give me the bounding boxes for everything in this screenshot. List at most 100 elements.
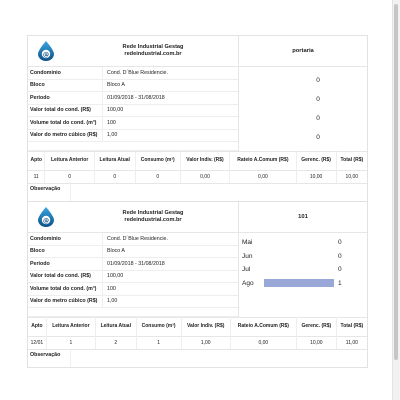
table-cell: 0,00 (229, 170, 297, 183)
field-label: Valor do metro cúbico (R$) (30, 132, 98, 139)
table-header-row: Apto Leitura Anterior Leitura Atual Cons… (28, 151, 367, 171)
company-name: Rede Industrial Gestag (122, 44, 184, 50)
field-label: Bloco (30, 248, 45, 255)
history-row: Jul 0 (242, 263, 364, 277)
column-header: Gerenc. (R$) (296, 317, 337, 337)
field-value: 1,00 (102, 129, 238, 141)
column-header: Total (R$) (336, 151, 367, 171)
field-label: Volume total do cond. (m³) (30, 119, 97, 126)
observation-label: Observação (28, 350, 71, 367)
history-value: 0 (338, 239, 342, 247)
unit-name: portaria (292, 48, 314, 54)
column-header: Valor Indiv. (R$) (180, 151, 231, 171)
column-header: Leitura Anterior (44, 151, 95, 171)
observation-row: Observação (28, 183, 367, 201)
column-header: Valor Indiv. (R$) (181, 317, 231, 337)
company-info: Rede Industrial Gestag redeindustrial.co… (68, 36, 239, 66)
table-cell: 10,00 (336, 170, 367, 183)
receipt-portaria: @ Rede Industrial Gestag redeindustrial.… (27, 35, 368, 202)
field-value: Bloco A (102, 79, 238, 91)
water-drop-logo-icon: @ (38, 207, 54, 227)
observation-value (71, 350, 367, 367)
history-bar (264, 279, 334, 288)
info-fields: Condominio Cond. D´Blue Residencie. Bloco… (28, 233, 239, 317)
history-value: 1 (338, 279, 342, 287)
field-label: Volume total do cond. (m³) (30, 285, 97, 292)
consumption-history: Mai 0 Jun 0 Jul 0 Ago 1 (239, 233, 367, 317)
info-fields: Condominio Cond. D´Blue Residencie. Bloco… (28, 67, 239, 151)
field-value: 01/09/2018 - 31/08/2018 (102, 92, 238, 104)
field-value: 1,00 (102, 295, 238, 307)
field-value: 01/09/2018 - 31/08/2018 (102, 258, 238, 270)
history-values: 0 0 0 0 (239, 67, 367, 151)
column-header: Consumo (m³) (135, 151, 181, 171)
table-cell: 0,00 (180, 170, 231, 183)
field-label: Periodo (30, 94, 50, 101)
column-header: Rateio A.Comum (R$) (230, 317, 297, 337)
field-label: Valor total do cond. (R$) (30, 273, 91, 280)
table-cell: 10,00 (296, 170, 337, 183)
history-value: 0 (338, 252, 342, 260)
column-header: Leitura Atual (94, 151, 136, 171)
history-value: 0 (316, 77, 320, 84)
field-value: 100,00 (102, 104, 238, 116)
column-header: Rateio A.Comum (R$) (229, 151, 297, 171)
field-value: 100 (102, 117, 238, 129)
column-header: Apto (28, 317, 47, 337)
history-month: Mai (242, 239, 253, 247)
field-label: Valor do metro cúbico (R$) (30, 298, 98, 305)
field-value: Bloco A (102, 245, 238, 257)
history-value: 0 (338, 266, 342, 274)
table-cell: 1 (46, 336, 96, 349)
consumption-table: Apto Leitura Anterior Leitura Atual Cons… (28, 317, 367, 349)
field-value: 100 (102, 283, 238, 295)
history-row: Ago 1 (242, 277, 364, 291)
table-cell: 11,00 (336, 336, 367, 349)
field-value: Cond. D´Blue Residencie. (102, 233, 238, 245)
receipt-header: @ Rede Industrial Gestag redeindustrial.… (28, 36, 367, 67)
svg-text:@: @ (43, 217, 49, 224)
field-label: Valor total do cond. (R$) (30, 107, 91, 114)
company-logo: @ (28, 36, 68, 66)
svg-text:@: @ (43, 51, 49, 58)
history-month: Jul (242, 266, 251, 274)
company-site: redeindustrial.com.br (124, 51, 182, 57)
field-label: Periodo (30, 260, 50, 267)
table-cell: 11 (28, 170, 46, 183)
table-header-row: Apto Leitura Anterior Leitura Atual Cons… (28, 317, 367, 337)
field-label: Condominio (30, 235, 61, 242)
receipt-101: @ Rede Industrial Gestag redeindustrial.… (27, 201, 368, 368)
history-month: Jun (242, 252, 253, 260)
table-cell: 0 (94, 170, 136, 183)
water-drop-logo-icon: @ (38, 41, 54, 61)
column-header: Leitura Atual (95, 317, 137, 337)
column-header: Total (R$) (336, 317, 367, 337)
field-value: 100,00 (102, 270, 238, 282)
table-cell: 2 (95, 336, 137, 349)
observation-label: Observação (28, 184, 71, 201)
table-cell: 0 (135, 170, 181, 183)
history-row: Mai 0 (242, 236, 364, 250)
field-label: Condominio (30, 69, 61, 76)
history-row: Jun 0 (242, 250, 364, 264)
table-row: 12/01 1 2 1 1,00 0,00 10,00 11,00 (28, 336, 367, 349)
history-value: 0 (316, 134, 320, 141)
observation-row: Observação (28, 349, 367, 367)
observation-value (71, 184, 367, 201)
table-cell: 0 (44, 170, 95, 183)
field-label: Bloco (30, 82, 45, 89)
table-cell: 1 (136, 336, 182, 349)
company-name: Rede Industrial Gestag (122, 210, 184, 216)
scrollbar-thumb[interactable] (394, 4, 398, 360)
history-month: Ago (242, 279, 254, 287)
history-value: 0 (316, 96, 320, 103)
column-header: Consumo (m³) (136, 317, 182, 337)
table-cell: 10,00 (296, 336, 337, 349)
field-value: Cond. D´Blue Residencie. (102, 67, 238, 79)
company-site: redeindustrial.com.br (124, 217, 182, 223)
column-header: Leitura Anterior (46, 317, 96, 337)
column-header: Gerenc. (R$) (296, 151, 337, 171)
vertical-scrollbar[interactable] (392, 0, 400, 400)
history-value: 0 (316, 115, 320, 122)
table-cell: 1,00 (181, 336, 231, 349)
